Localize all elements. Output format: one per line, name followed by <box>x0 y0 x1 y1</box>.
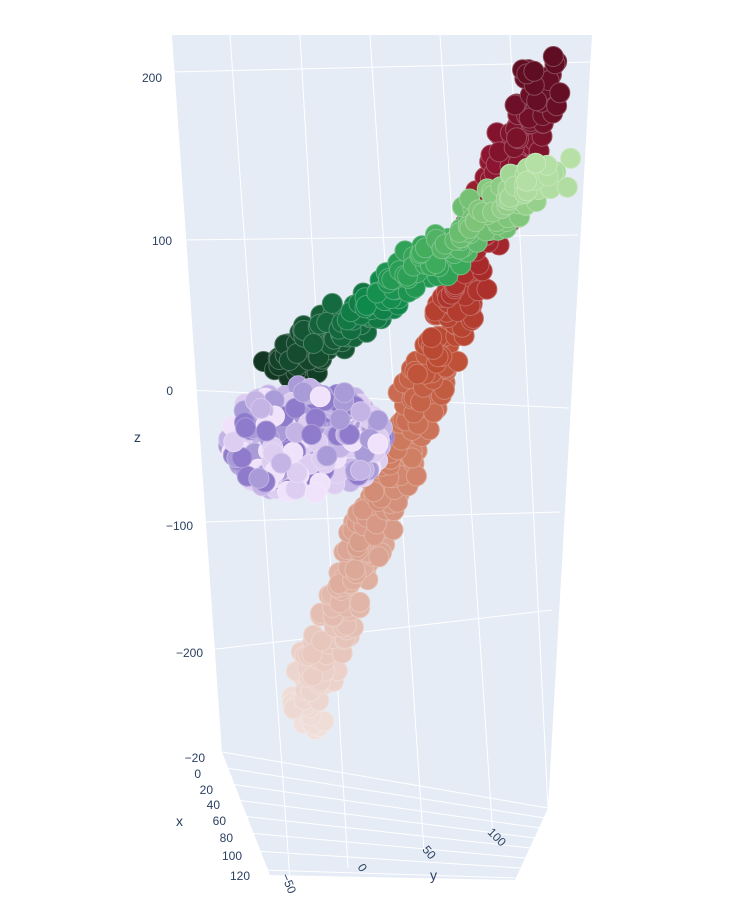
red-series-point <box>504 94 526 116</box>
purple-series-point <box>333 382 355 404</box>
purple-series-point <box>286 462 308 484</box>
x-tick-minus-20: −20 <box>185 751 206 765</box>
purple-series-point <box>304 482 326 504</box>
purple-series-point <box>309 386 331 408</box>
purple-series-point <box>301 424 323 445</box>
y-axis-title: y <box>430 867 437 883</box>
red-series-point <box>421 327 443 348</box>
red-series-point <box>523 60 545 82</box>
z-tick-minus-100: −100 <box>166 519 193 533</box>
red-series-point <box>549 82 571 104</box>
purple-series-point <box>223 431 245 453</box>
x-tick-0: 0 <box>194 767 201 781</box>
red-series-point <box>363 481 385 503</box>
purple-series-point <box>250 397 272 419</box>
red-series-point <box>542 46 564 67</box>
purple-series-point <box>367 433 389 455</box>
z-tick-100: 100 <box>152 234 172 248</box>
green-series-point <box>321 293 343 314</box>
x-tick-40: 40 <box>207 798 221 812</box>
red-series-point <box>506 127 528 149</box>
red-series-point <box>406 363 428 385</box>
purple-series-point <box>338 423 360 445</box>
x-grid-line-2 <box>229 783 541 829</box>
green-series-point <box>516 170 538 192</box>
z-grid-line-4 <box>207 609 553 651</box>
green-series-point <box>560 147 582 169</box>
purple-series-point <box>367 409 389 431</box>
z-tick-0: 0 <box>166 384 173 398</box>
green-series-point <box>525 152 547 174</box>
floor-panel <box>222 752 548 880</box>
x-tick-120: 120 <box>230 869 250 883</box>
grid-lines <box>171 34 593 881</box>
z-tick-minus-200: −200 <box>176 646 203 660</box>
green-series-point <box>556 176 578 198</box>
red-series-point <box>405 465 427 487</box>
x-axis-title: x <box>176 813 183 829</box>
purple-series-point <box>248 467 270 489</box>
purple-series-point <box>350 459 371 481</box>
purple-series-point <box>235 417 257 439</box>
purple-series-point <box>350 401 372 423</box>
x-grid-line-7 <box>261 869 516 879</box>
x-tick-80: 80 <box>220 831 234 845</box>
z-tick-200: 200 <box>142 71 162 85</box>
purple-series-point <box>316 445 338 467</box>
y-grid-line-3 <box>439 34 494 839</box>
tick-labels: 200 100 0 −100 −200 −20 0 20 40 60 80 10… <box>134 71 509 896</box>
red-series-point <box>368 546 390 568</box>
x-grid-line-6 <box>254 850 521 869</box>
x-grid-line-4 <box>241 815 531 849</box>
red-series-point <box>476 278 498 300</box>
x-grid-line-0 <box>221 751 549 809</box>
x-grid-line-5 <box>247 832 526 859</box>
red-series-point <box>349 591 371 613</box>
green-series-point <box>302 333 324 354</box>
x-grid-line-1 <box>225 767 546 819</box>
x-tick-60: 60 <box>213 814 227 828</box>
purple-series-point <box>270 452 292 474</box>
x-grid-line-3 <box>235 799 536 839</box>
z-axis-title: z <box>134 429 141 445</box>
purple-series-point <box>255 420 277 442</box>
data-points <box>217 46 582 740</box>
red-series-point <box>311 630 333 652</box>
red-series-point <box>344 559 366 580</box>
x-tick-20: 20 <box>200 783 214 797</box>
purple-series-point <box>329 409 351 430</box>
x-tick-100: 100 <box>222 849 242 863</box>
